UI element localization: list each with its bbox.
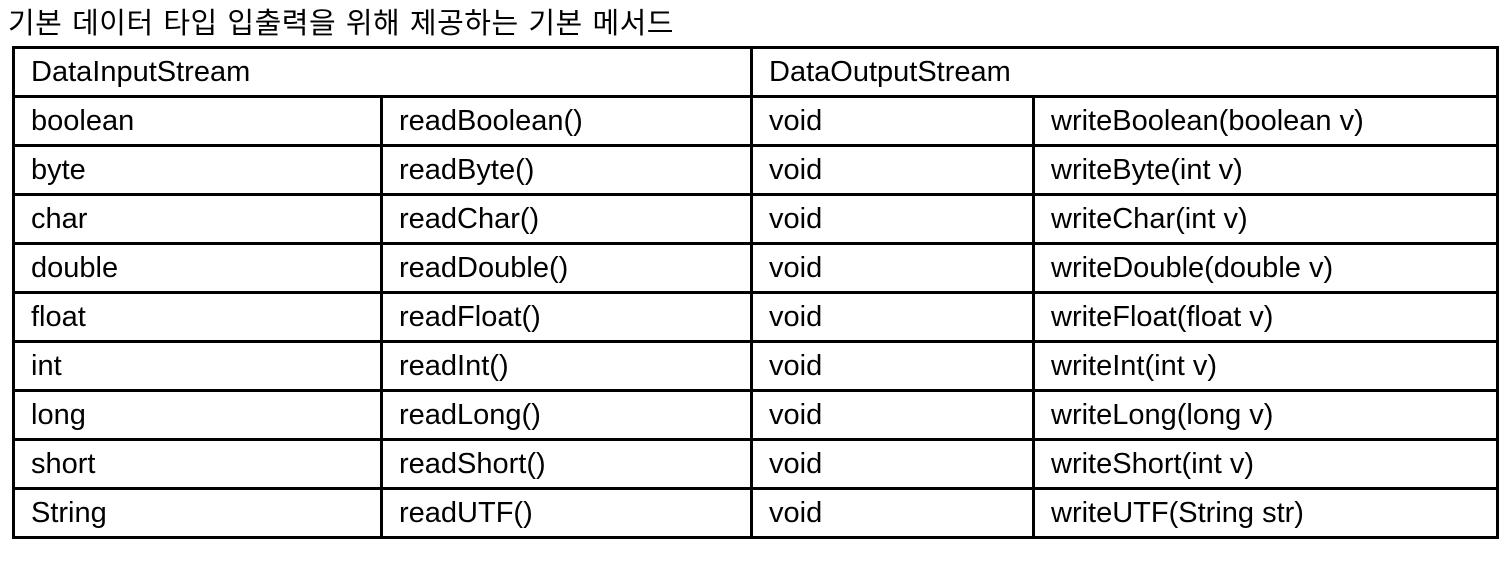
header-datainputstream: DataInputStream [11, 46, 754, 98]
table-header-row: DataInputStream DataOutputStream [11, 46, 1500, 98]
table-row: byte readByte() void writeByte(int v) [12, 144, 1500, 196]
read-method-cell: readFloat() [379, 291, 754, 343]
output-return-type-cell: void [750, 193, 1036, 245]
write-method-cell: writeLong(long v) [1032, 389, 1500, 441]
header-dataoutputstream: DataOutputStream [750, 46, 1500, 98]
table-row: char readChar() void writeChar(int v) [12, 193, 1500, 245]
write-method-cell: writeBoolean(boolean v) [1032, 95, 1500, 147]
write-method-cell: writeInt(int v) [1032, 340, 1500, 392]
input-type-cell: float [12, 291, 383, 343]
write-method-cell: writeDouble(double v) [1032, 242, 1500, 294]
read-method-cell: readShort() [379, 438, 754, 490]
output-return-type-cell: void [750, 438, 1036, 490]
input-type-cell: byte [12, 144, 383, 196]
write-method-cell: writeFloat(float v) [1032, 291, 1500, 343]
output-return-type-cell: void [750, 144, 1036, 196]
input-type-cell: double [12, 242, 383, 294]
read-method-cell: readInt() [379, 340, 754, 392]
read-method-cell: readByte() [379, 144, 754, 196]
output-return-type-cell: void [750, 95, 1036, 147]
table-row: boolean readBoolean() void writeBoolean(boo… [12, 95, 1500, 147]
input-type-cell: String [12, 487, 383, 539]
table-caption: 기본 데이터 타입 입출력을 위해 제공하는 기본 메서드 [8, 6, 674, 40]
input-type-cell: long [12, 389, 383, 441]
write-method-cell: writeByte(int v) [1032, 144, 1500, 196]
read-method-cell: readBoolean() [379, 95, 754, 147]
output-return-type-cell: void [750, 242, 1036, 294]
data-stream-methods-table: DataInputStream DataOutputStream boolean… [11, 46, 1500, 539]
read-method-cell: readLong() [379, 389, 754, 441]
input-type-cell: boolean [12, 95, 383, 147]
input-type-cell: short [12, 438, 383, 490]
table-row: String readUTF() void writeUTF(String str) [12, 487, 1500, 539]
table-row: float readFloat() void writeFloat(float v) [12, 291, 1500, 343]
table-row: double readDouble() void writeDouble(double… [12, 242, 1500, 294]
output-return-type-cell: void [750, 389, 1036, 441]
output-return-type-cell: void [750, 487, 1036, 539]
input-type-cell: char [12, 193, 383, 245]
table-row: short readShort() void writeShort(int v) [12, 438, 1500, 490]
read-method-cell: readUTF() [379, 487, 754, 539]
write-method-cell: writeUTF(String str) [1032, 487, 1500, 539]
write-method-cell: writeShort(int v) [1032, 438, 1500, 490]
read-method-cell: readChar() [379, 193, 754, 245]
read-method-cell: readDouble() [379, 242, 754, 294]
input-type-cell: int [12, 340, 383, 392]
write-method-cell: writeChar(int v) [1032, 193, 1500, 245]
output-return-type-cell: void [750, 340, 1036, 392]
table-row: int readInt() void writeInt(int v) [12, 340, 1500, 392]
output-return-type-cell: void [750, 291, 1036, 343]
table-row: long readLong() void writeLong(long v) [12, 389, 1500, 441]
